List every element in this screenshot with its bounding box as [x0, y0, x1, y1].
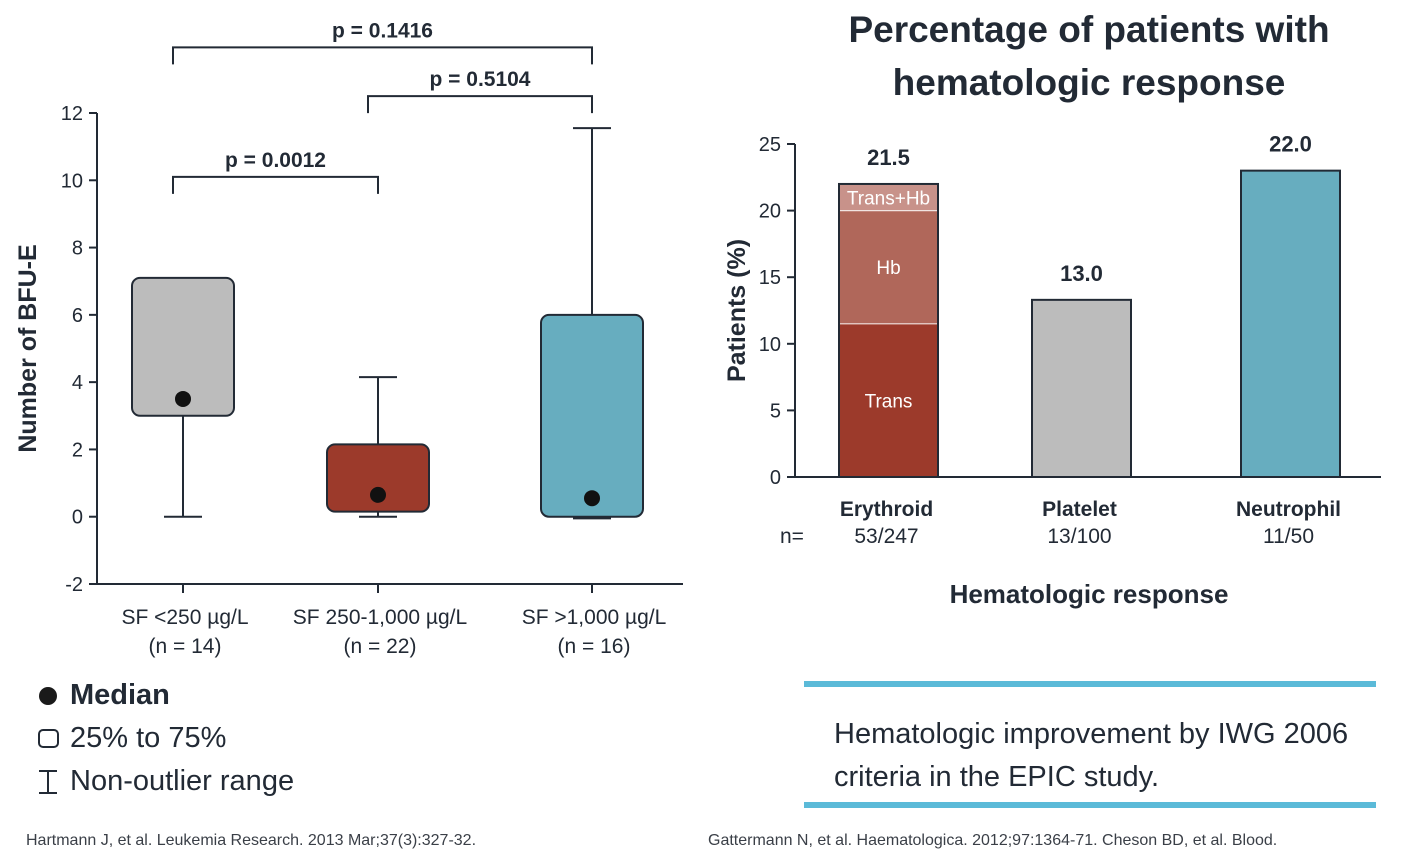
bar-segment [1032, 299, 1131, 477]
y-axis-title: Patients (%) [723, 239, 751, 382]
median-dot-icon [39, 686, 57, 705]
bar-chart: Percentage of patients with hematologic r… [723, 9, 1381, 609]
whisker-icon [39, 769, 57, 794]
iqr-box [540, 313, 644, 518]
median-point [175, 390, 191, 407]
iqr-box [131, 276, 235, 417]
y-tick-label: 20 [759, 201, 781, 223]
p-value-label: p = 0.0012 [225, 149, 326, 172]
segment-label: Hb [876, 258, 900, 279]
bar-segment [839, 183, 938, 211]
median-point [370, 486, 386, 503]
x-tick-label: SF >1,000 µg/L [522, 606, 667, 629]
study-note: Hematologic improvement by IWG 2006 crit… [804, 681, 1376, 808]
bar-value-label: 13.0 [1060, 261, 1103, 286]
citation-left: Hartmann J, et al. Leukemia Research. 20… [26, 832, 477, 849]
chart-title-line-2: hematologic response [893, 62, 1286, 103]
significance-bracket [172, 175, 379, 194]
iqr-box [326, 443, 430, 513]
x-tick-label: SF 250-1,000 µg/L [293, 606, 467, 629]
y-tick-label: 2 [72, 439, 83, 461]
median-point [584, 490, 600, 507]
n-prefix-label: n= [780, 525, 804, 548]
x-axis-title: Hematologic response [950, 579, 1229, 609]
chart-title-line-1: Percentage of patients with [848, 9, 1329, 50]
y-tick-label: 6 [72, 305, 83, 327]
y-tick-label: 0 [72, 507, 83, 529]
legend-median-label: Median [70, 679, 170, 711]
y-tick-label: 8 [72, 238, 83, 260]
x-category-n-value: 11/50 [1263, 525, 1314, 548]
bar-value-label: 22.0 [1269, 132, 1312, 157]
y-tick-label: 5 [770, 400, 781, 422]
rounded-box-icon [37, 729, 59, 748]
bar-outline [838, 182, 939, 479]
x-tick-sample-size: (n = 16) [558, 635, 631, 658]
legend-whisker: Non-outlier range [32, 760, 294, 803]
box-plot-legend: Median 25% to 75% Non-outlier range [32, 674, 294, 803]
box-plot-chart: -2 0 2 4 6 8 10 12 Number of BFU-E SF <250 µg/L (n… [14, 19, 683, 658]
y-tick-label: 4 [72, 372, 83, 394]
bar-segment [839, 210, 938, 324]
bar-value-label: 21.5 [867, 145, 910, 170]
x-category-label: Platelet [1042, 498, 1117, 521]
citation-right: Gattermann N, et al. Haematologica. 2012… [708, 832, 1278, 849]
y-tick-label: 0 [770, 467, 781, 489]
legend-whisker-label: Non-outlier range [70, 765, 295, 797]
legend-box-label: 25% to 75% [70, 722, 227, 754]
y-tick-label: 15 [759, 267, 781, 289]
bar-segment [839, 323, 938, 477]
bar-outline [1240, 169, 1341, 478]
y-tick-label: 12 [61, 103, 83, 125]
legend-box: 25% to 75% [32, 717, 294, 760]
significance-bracket [367, 95, 593, 114]
y-tick-label: -2 [65, 574, 83, 596]
significance-bracket [172, 46, 593, 65]
x-tick-sample-size: (n = 14) [149, 635, 222, 658]
bar-outline [1031, 298, 1132, 478]
p-value-label: p = 0.1416 [332, 19, 433, 42]
segment-label: Trans [865, 391, 913, 412]
segment-label: Trans+Hb [847, 188, 930, 209]
y-tick-label: 25 [759, 134, 781, 156]
x-category-n-value: 13/100 [1047, 525, 1111, 548]
y-tick-label: 10 [759, 334, 781, 356]
y-tick-label: 10 [61, 170, 83, 192]
legend-median: Median [32, 674, 294, 717]
x-tick-label: SF <250 µg/L [121, 606, 248, 629]
p-value-label: p = 0.5104 [430, 68, 531, 91]
x-tick-sample-size: (n = 22) [344, 635, 417, 658]
x-category-n-value: 53/247 [854, 525, 918, 548]
x-category-label: Erythroid [840, 498, 933, 521]
y-axis-title: Number of BFU-E [14, 244, 42, 452]
bar-segment [1241, 170, 1340, 477]
x-category-label: Neutrophil [1236, 498, 1341, 521]
